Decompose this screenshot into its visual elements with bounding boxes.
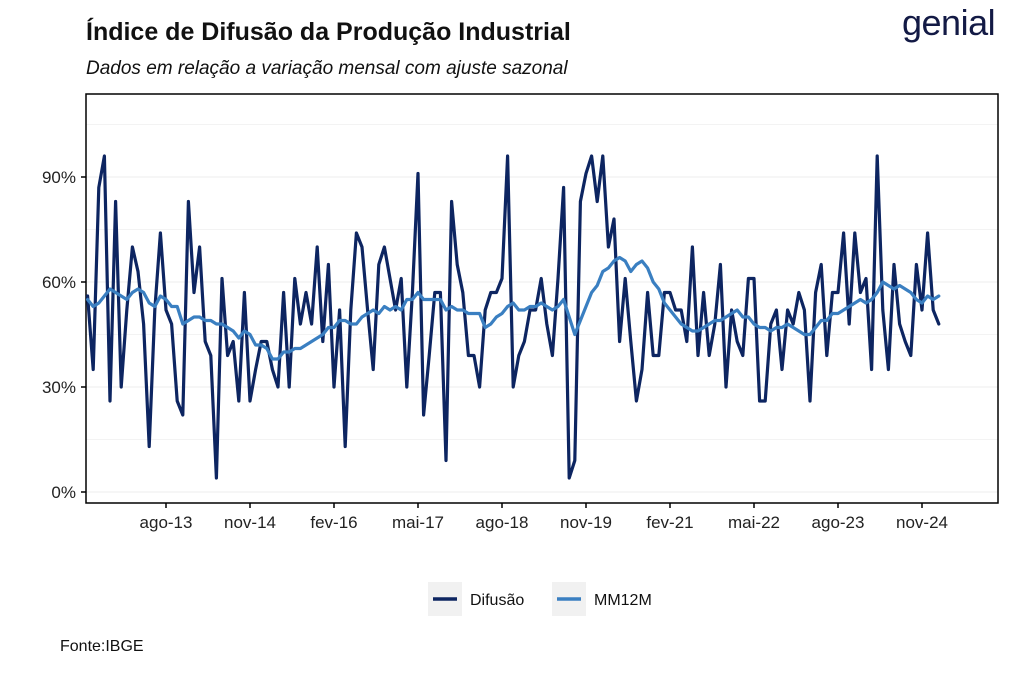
chart-subtitle: Dados em relação a variação mensal com a… [86,58,568,79]
x-tick-label: ago-18 [476,513,529,532]
legend-label: MM12M [594,592,652,609]
plot-panel-border [85,93,999,504]
legend: Difusão MM12M [428,582,652,616]
x-tick-label: fev-21 [646,513,693,532]
genial-logo: genial [902,2,996,43]
series-line-mm12m [85,255,941,361]
x-tick-label: nov-14 [224,513,276,532]
y-tick-label: 0% [51,483,76,502]
series-line-difusao [85,154,941,480]
x-tick-label: fev-16 [310,513,357,532]
source-note: Fonte:IBGE [60,638,144,655]
x-tick-label: nov-19 [560,513,612,532]
x-tick-label: ago-13 [140,513,193,532]
x-tick-label: mai-17 [392,513,444,532]
x-axis: ago-13 nov-14 fev-16 mai-17 ago-18 nov-19 fev-… [140,503,948,532]
y-tick-label: 90% [42,168,76,187]
x-tick-label: ago-23 [812,513,865,532]
x-tick-label: mai-22 [728,513,780,532]
legend-label: Difusão [470,592,524,609]
y-tick-label: 30% [42,378,76,397]
y-tick-label: 60% [42,273,76,292]
y-axis: 0% 30% 60% 90% [42,168,86,502]
chart-title: Índice de Difusão da Produção Industrial [86,18,571,46]
x-tick-label: nov-24 [896,513,948,532]
